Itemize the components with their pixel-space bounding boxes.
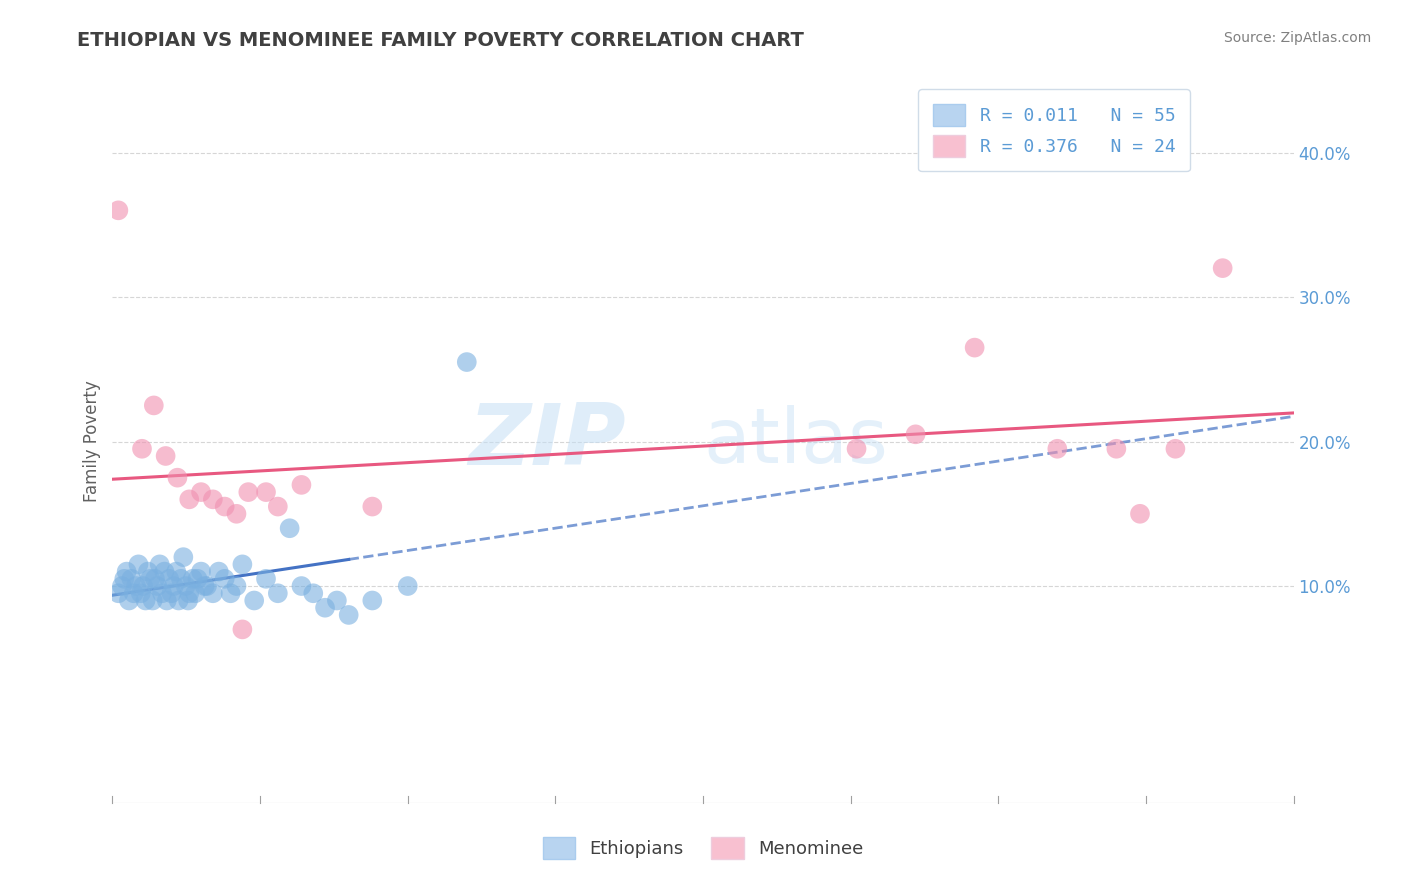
Point xyxy=(1105,442,1128,456)
Point xyxy=(107,586,129,600)
Point xyxy=(361,500,384,514)
Point xyxy=(167,593,190,607)
Point xyxy=(136,565,159,579)
Point xyxy=(156,593,179,607)
Point xyxy=(1164,442,1187,456)
Text: atlas: atlas xyxy=(703,405,887,478)
Point xyxy=(396,579,419,593)
Point xyxy=(139,572,162,586)
Point xyxy=(225,507,247,521)
Point xyxy=(160,586,183,600)
Point xyxy=(181,572,204,586)
Point xyxy=(150,586,173,600)
Point xyxy=(201,492,224,507)
Point xyxy=(184,586,207,600)
Point xyxy=(143,572,166,586)
Point xyxy=(186,572,208,586)
Point xyxy=(155,449,177,463)
Point xyxy=(208,565,231,579)
Point xyxy=(107,203,129,218)
Point xyxy=(963,341,986,355)
Point xyxy=(165,565,187,579)
Point xyxy=(122,586,145,600)
Text: Source: ZipAtlas.com: Source: ZipAtlas.com xyxy=(1223,31,1371,45)
Point xyxy=(177,593,200,607)
Point xyxy=(243,593,266,607)
Point xyxy=(131,442,153,456)
Point xyxy=(195,579,218,593)
Point xyxy=(1212,261,1234,276)
Point xyxy=(845,442,868,456)
Point xyxy=(1129,507,1152,521)
Point xyxy=(127,558,149,572)
Point xyxy=(302,586,325,600)
Point xyxy=(190,485,212,500)
Point xyxy=(179,492,201,507)
Point xyxy=(157,572,180,586)
Point xyxy=(267,586,290,600)
Point xyxy=(254,485,277,500)
Point xyxy=(129,586,152,600)
Point xyxy=(179,586,201,600)
Point xyxy=(115,565,138,579)
Legend: Ethiopians, Menominee: Ethiopians, Menominee xyxy=(536,830,870,866)
Point xyxy=(326,593,349,607)
Point xyxy=(337,607,360,622)
Point xyxy=(120,572,142,586)
Point xyxy=(142,398,165,412)
Point xyxy=(214,572,236,586)
Point xyxy=(146,579,169,593)
Point xyxy=(904,427,927,442)
Point xyxy=(149,558,172,572)
Point xyxy=(118,593,141,607)
Y-axis label: Family Poverty: Family Poverty xyxy=(83,381,101,502)
Point xyxy=(142,593,165,607)
Point xyxy=(194,579,217,593)
Point xyxy=(190,565,212,579)
Point xyxy=(112,572,135,586)
Point xyxy=(278,521,301,535)
Point xyxy=(125,579,148,593)
Point xyxy=(267,500,290,514)
Point xyxy=(172,550,194,565)
Point xyxy=(254,572,277,586)
Point xyxy=(166,470,188,484)
Point xyxy=(238,485,260,500)
Point xyxy=(314,600,336,615)
Point xyxy=(153,565,176,579)
Point xyxy=(163,579,186,593)
Point xyxy=(201,586,224,600)
Text: ETHIOPIAN VS MENOMINEE FAMILY POVERTY CORRELATION CHART: ETHIOPIAN VS MENOMINEE FAMILY POVERTY CO… xyxy=(77,31,804,50)
Point xyxy=(132,579,155,593)
Point xyxy=(1046,442,1069,456)
Point xyxy=(214,500,236,514)
Point xyxy=(290,579,312,593)
Point xyxy=(170,572,193,586)
Text: ZIP: ZIP xyxy=(468,400,626,483)
Point xyxy=(456,355,478,369)
Point xyxy=(174,579,197,593)
Point xyxy=(225,579,247,593)
Point xyxy=(135,593,157,607)
Point xyxy=(111,579,134,593)
Point xyxy=(231,623,253,637)
Point xyxy=(361,593,384,607)
Point xyxy=(290,478,312,492)
Point xyxy=(231,558,253,572)
Point xyxy=(219,586,242,600)
